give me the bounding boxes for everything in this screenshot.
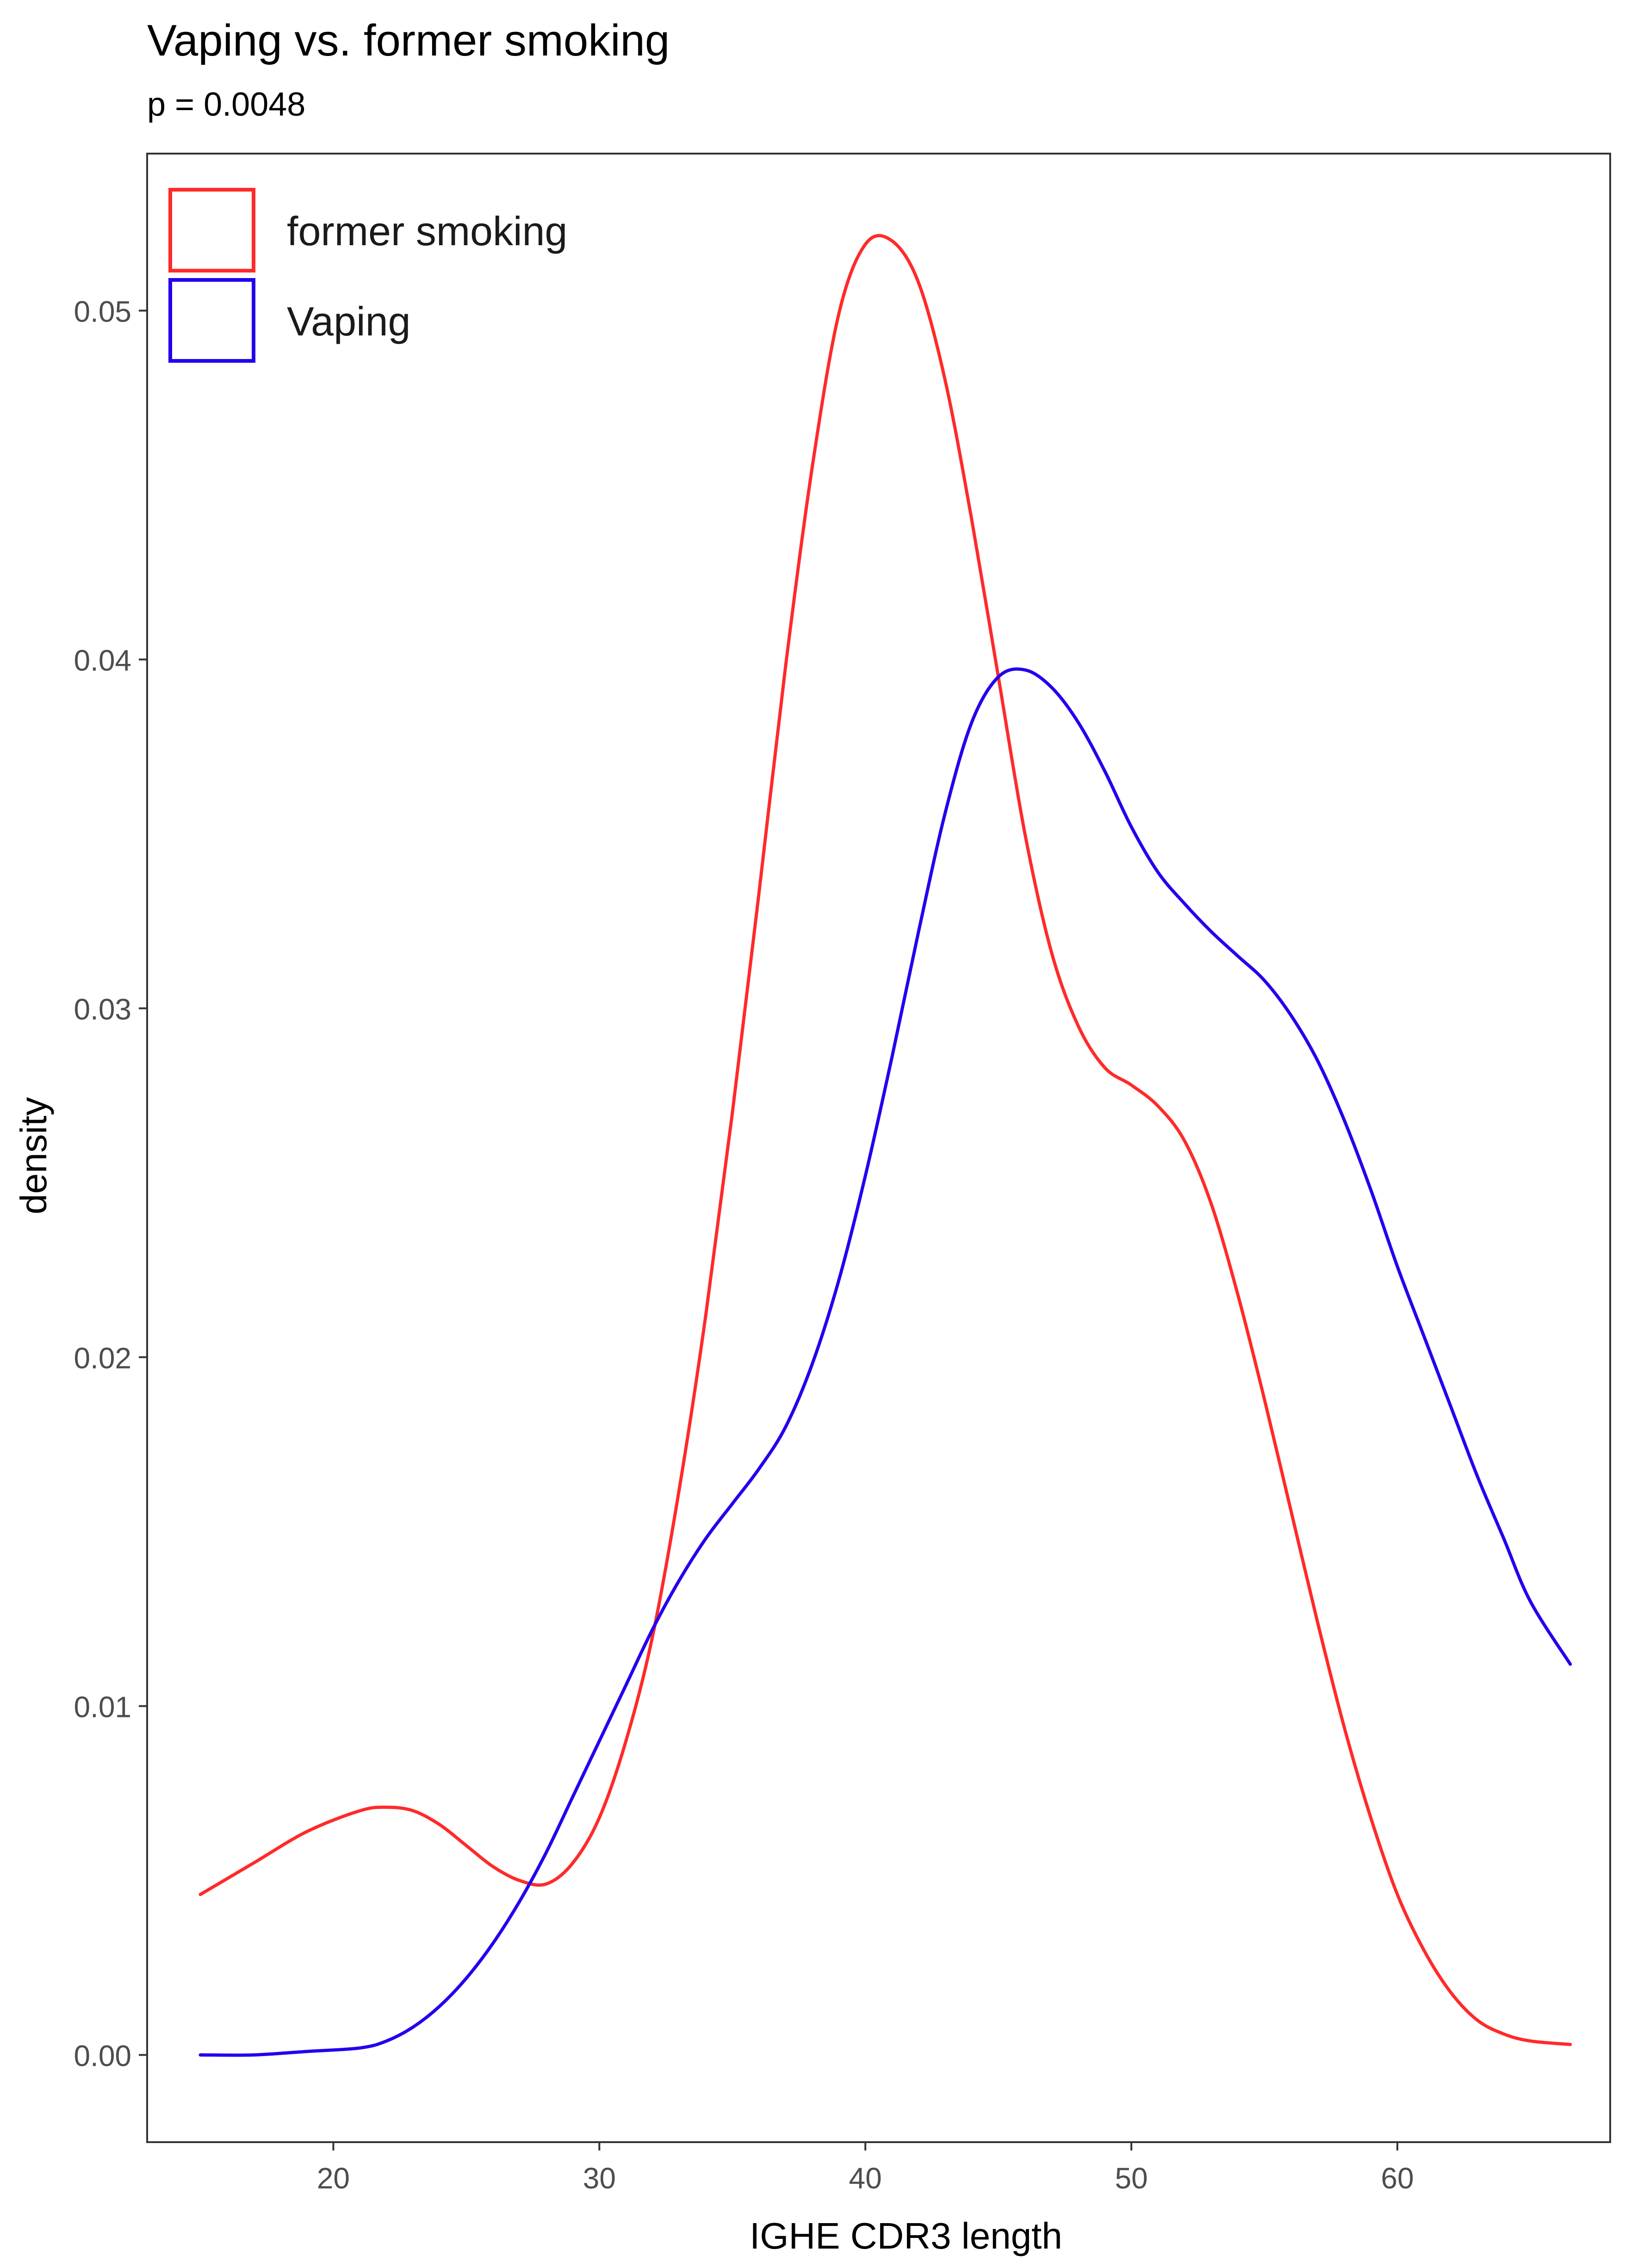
y-tick-label: 0.00 (74, 2039, 131, 2072)
plot-border (146, 153, 1611, 2143)
legend-label-former-smoking: former smoking (287, 208, 567, 254)
chart-subtitle: p = 0.0048 (147, 86, 305, 123)
x-axis-title: IGHE CDR3 length (750, 2215, 1062, 2256)
series-line-vaping (198, 667, 1572, 2057)
chart-title: Vaping vs. former smoking (147, 16, 670, 65)
x-tick-label: 20 (317, 2162, 350, 2195)
legend: former smoking Vaping (168, 188, 567, 363)
legend-key-vaping (168, 278, 255, 363)
y-tick-label: 0.01 (74, 1690, 131, 1723)
x-tick-label: 60 (1381, 2162, 1414, 2195)
y-tick-label: 0.02 (74, 1341, 131, 1375)
x-tick-label: 40 (849, 2162, 882, 2195)
y-tick-label: 0.05 (74, 295, 131, 328)
x-tick-label: 30 (583, 2162, 616, 2195)
y-axis-title: density (13, 1097, 54, 1214)
plot-area: 0.00 0.01 0.02 0.03 0.04 0.05 20 30 40 50 60 former… (74, 153, 1611, 2195)
series-line-former-smoking (198, 234, 1572, 2046)
x-tick-label: 50 (1115, 2162, 1148, 2195)
y-tick-label: 0.04 (74, 644, 131, 677)
legend-label-vaping: Vaping (287, 298, 410, 344)
y-tick-label: 0.03 (74, 992, 131, 1026)
legend-key-former-smoking (168, 188, 255, 273)
